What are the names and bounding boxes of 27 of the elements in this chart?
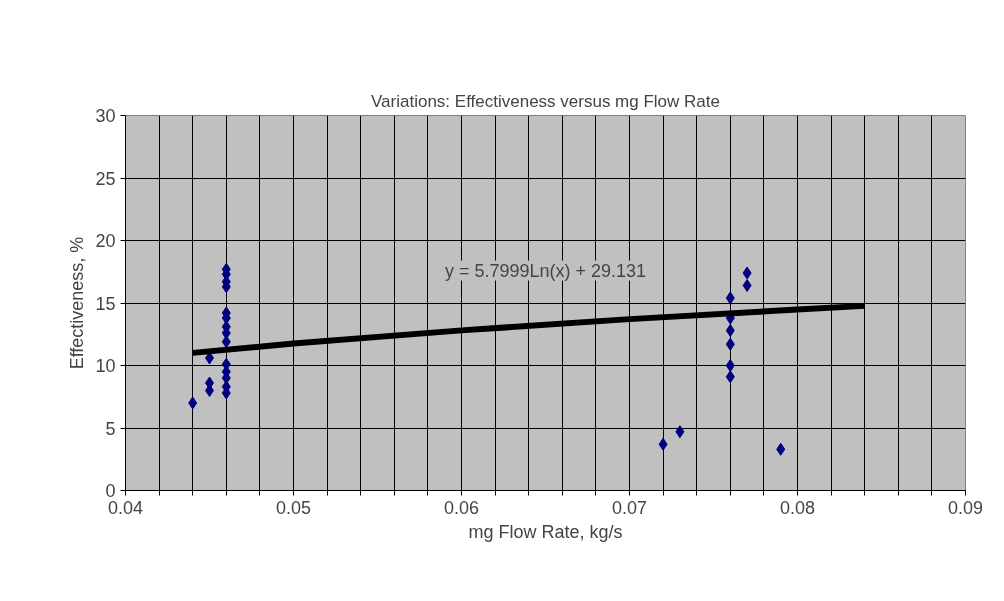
x-tick-label: 0.09 <box>947 497 984 518</box>
annotation: y = 5.7999Ln(x) + 29.131 <box>444 260 647 281</box>
point <box>221 335 231 349</box>
y-tick-label: 5 <box>105 418 116 439</box>
point <box>725 370 735 384</box>
point <box>675 425 685 439</box>
y-tick-label: 30 <box>95 106 116 126</box>
y-axis-title: Effectiveness, % <box>67 236 88 370</box>
point <box>776 442 786 456</box>
point <box>725 291 735 305</box>
point <box>725 324 735 337</box>
point <box>188 396 198 410</box>
chart-title: Variations: Effectiveness versus mg Flow Rate <box>371 91 720 111</box>
point <box>742 266 752 280</box>
point <box>725 359 735 372</box>
x-tick-label: 0.05 <box>275 497 312 518</box>
x-tick-label: 0.06 <box>443 497 480 518</box>
point <box>742 279 752 292</box>
x-axis-title: mg Flow Rate, kg/s <box>468 521 623 542</box>
x-tick-label: 0.07 <box>611 497 648 518</box>
point <box>658 437 668 451</box>
y-tick-label: 10 <box>95 356 116 376</box>
y-tick-label: 25 <box>95 168 116 189</box>
y-tick-label: 20 <box>95 231 116 251</box>
x-tick-label: 0.08 <box>779 497 816 518</box>
y-tick-label: 15 <box>95 293 116 314</box>
point <box>725 337 735 351</box>
